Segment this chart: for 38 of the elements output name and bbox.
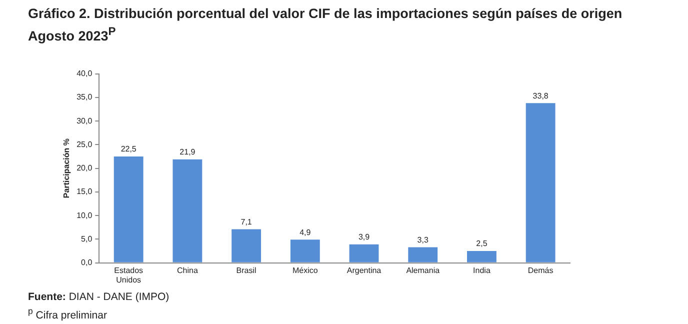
data-label: 3,9 xyxy=(358,232,370,242)
y-tick-label: 25,0 xyxy=(76,140,93,149)
x-tick-label: México xyxy=(292,266,318,275)
y-tick-label: 30,0 xyxy=(76,116,93,126)
x-tick-label: Demás xyxy=(528,266,554,275)
chart-title: Gráfico 2. Distribución porcentual del valor CIF de las importaciones según países de origen xyxy=(28,5,622,23)
bar xyxy=(467,250,496,262)
bar xyxy=(290,240,320,262)
chart-subtitle: Agosto 2023$^{P}$ xyxy=(28,25,117,46)
x-tick-label: India xyxy=(473,266,491,275)
bar xyxy=(114,156,144,262)
y-tick-label: 20,0 xyxy=(76,164,93,173)
y-tick-label: 10,0 xyxy=(76,210,93,220)
y-tick-label: 15,0 xyxy=(76,187,93,196)
x-tick-label: Alemania xyxy=(406,266,440,275)
bar xyxy=(172,159,202,262)
text: $^{p}$ Cifra preliminar xyxy=(28,305,108,322)
source-note: Fuente: DIAN - DANE (IMPO) xyxy=(28,290,170,304)
data-label: 33,8 xyxy=(532,91,549,100)
y-tick-label: 40,0 xyxy=(76,69,93,78)
data-label: 4,9 xyxy=(300,228,312,237)
data-label: 22,5 xyxy=(120,144,137,154)
x-tick-label: Argentina xyxy=(346,266,382,275)
bar xyxy=(349,244,379,262)
y-tick-label: 5,0 xyxy=(81,234,93,244)
x-tick-label: Estados Unidos xyxy=(114,266,144,284)
x-tick-label: China xyxy=(177,266,198,275)
y-tick-label: 35,0 xyxy=(76,92,93,102)
data-label: 2,5 xyxy=(476,239,488,248)
bar xyxy=(408,247,438,262)
y-tick-label: 0,0 xyxy=(81,258,93,268)
y-axis-title: Participación % xyxy=(62,138,72,198)
data-label: 21,9 xyxy=(180,148,196,157)
data-label: 7,1 xyxy=(240,217,252,226)
x-tick-label: Brasil xyxy=(236,266,257,275)
bar xyxy=(526,103,556,262)
bar xyxy=(232,229,262,262)
data-label: 3,3 xyxy=(417,235,429,244)
